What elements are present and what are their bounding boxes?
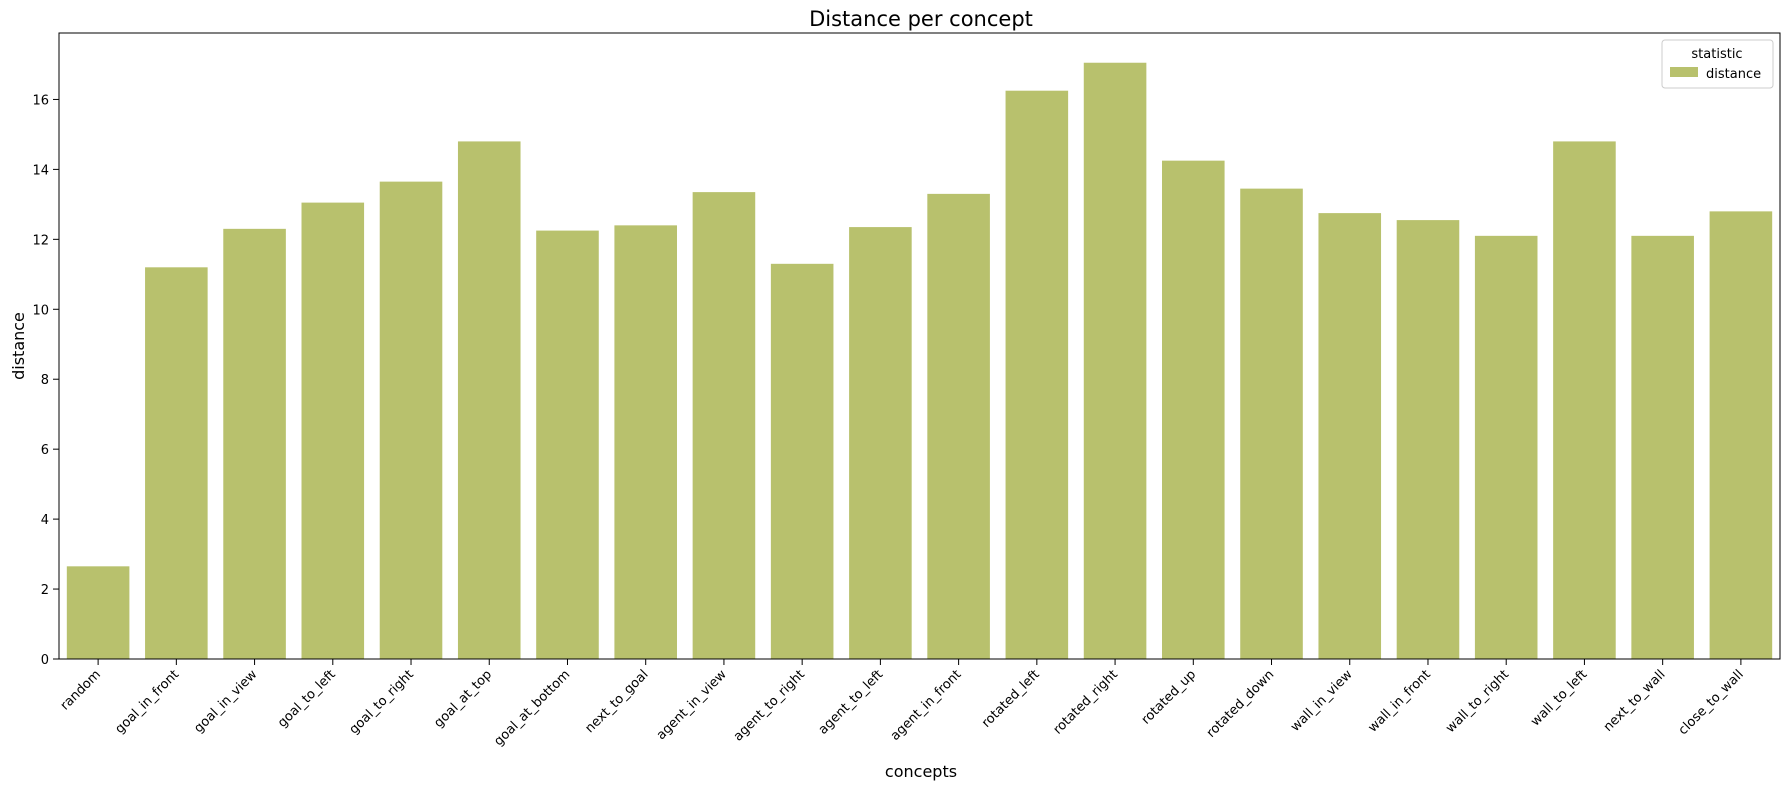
y-tick-label: 14 <box>32 163 49 178</box>
x-tick-label: goal_in_view <box>191 667 260 736</box>
x-tick-label: rotated_up <box>1139 667 1199 727</box>
x-tick-label: next_to_goal <box>582 667 651 736</box>
legend-swatch <box>1670 67 1698 77</box>
bar-agent_in_front <box>927 193 990 659</box>
bar-next_to_goal <box>614 225 677 659</box>
x-axis: random goal_in_front goal_in_view goal_to_l… <box>58 659 1747 749</box>
x-tick-label: rotated_right <box>1051 667 1121 737</box>
plot-frame <box>58 32 1781 660</box>
bar-rotated_up <box>1162 160 1225 659</box>
x-tick-label: goal_at_bottom <box>491 667 573 749</box>
x-tick-label: wall_in_view <box>1288 667 1356 735</box>
y-tick-label: 0 <box>41 653 49 668</box>
x-tick-label: goal_to_right <box>347 667 417 737</box>
x-tick-label: goal_in_front <box>112 667 182 737</box>
x-tick-label: goal_to_left <box>275 667 339 731</box>
y-axis: 0 2 4 6 8 10 12 14 16 <box>32 93 59 668</box>
x-tick-label: rotated_left <box>979 667 1043 731</box>
bar-goal_in_view <box>223 228 286 659</box>
bar-wall_to_right <box>1474 235 1538 659</box>
bar-agent_to_left <box>849 227 912 659</box>
bar-agent_in_view <box>692 192 756 659</box>
bar-goal_to_right <box>379 181 443 659</box>
x-tick-label: agent_to_left <box>816 667 886 737</box>
bar-wall_in_view <box>1318 213 1382 660</box>
x-tick-label: agent_in_view <box>654 667 730 743</box>
y-axis-title: distance <box>9 312 28 380</box>
bar-random <box>66 566 130 659</box>
bar-wall_to_left <box>1553 141 1616 659</box>
bar-wall_in_front <box>1396 220 1460 659</box>
x-axis-title: concepts <box>885 762 957 781</box>
y-tick-label: 12 <box>32 233 49 248</box>
chart-title: Distance per concept <box>809 7 1033 31</box>
x-tick-label: wall_to_right <box>1443 667 1512 736</box>
x-tick-label: next_to_wall <box>1601 667 1669 735</box>
bar-goal_in_front <box>145 267 208 659</box>
bar-goal_at_bottom <box>536 230 599 659</box>
x-tick-label: agent_to_right <box>731 667 808 744</box>
y-tick-label: 16 <box>32 93 49 108</box>
bar-rotated_right <box>1083 62 1147 660</box>
y-tick-label: 8 <box>41 373 49 388</box>
y-tick-label: 10 <box>32 303 49 318</box>
legend-title: statistic <box>1691 47 1742 62</box>
bar-goal_at_top <box>457 141 521 659</box>
bars-group <box>66 62 1773 660</box>
y-tick-label: 2 <box>41 583 49 598</box>
x-tick-label: wall_in_front <box>1365 667 1433 735</box>
bar-goal_to_left <box>301 202 365 660</box>
x-tick-label: goal_at_top <box>431 667 495 731</box>
x-tick-label: rotated_down <box>1204 667 1278 741</box>
x-tick-label: agent_in_front <box>888 667 965 744</box>
bar-rotated_down <box>1240 188 1303 659</box>
bar-close_to_wall <box>1709 211 1773 660</box>
bar-agent_to_right <box>770 263 834 659</box>
legend-label: distance <box>1706 67 1761 82</box>
y-tick-label: 4 <box>41 513 49 528</box>
x-tick-label: close_to_wall <box>1676 667 1747 738</box>
bar-rotated_left <box>1005 90 1069 659</box>
y-tick-label: 6 <box>41 443 49 458</box>
bar-next_to_wall <box>1631 235 1694 659</box>
x-tick-label: random <box>58 667 104 713</box>
x-tick-label: wall_to_left <box>1528 667 1590 729</box>
legend: statistic distance <box>1661 39 1774 89</box>
